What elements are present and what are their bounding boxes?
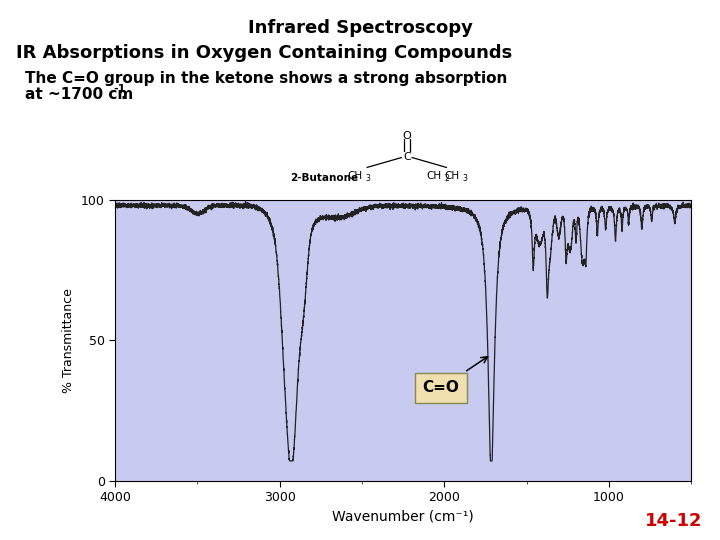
Text: at ~1700 cm: at ~1700 cm	[25, 87, 133, 103]
Text: O: O	[402, 131, 411, 141]
Text: CH: CH	[444, 171, 459, 181]
Text: 2: 2	[445, 174, 450, 183]
Text: Infrared Spectroscopy: Infrared Spectroscopy	[248, 19, 472, 37]
Text: IR Absorptions in Oxygen Containing Compounds: IR Absorptions in Oxygen Containing Comp…	[16, 44, 512, 62]
Y-axis label: % Transmittance: % Transmittance	[63, 288, 76, 393]
Text: -1: -1	[114, 84, 126, 94]
Text: CH: CH	[347, 171, 362, 181]
Text: C=O: C=O	[423, 357, 487, 395]
Text: 2-Butanone: 2-Butanone	[289, 173, 358, 184]
Text: CH: CH	[426, 171, 441, 181]
Text: C: C	[403, 152, 410, 163]
Text: 3: 3	[463, 174, 468, 183]
Text: 14-12: 14-12	[644, 512, 702, 530]
Text: .: .	[121, 87, 127, 103]
Text: The C=O group in the ketone shows a strong absorption: The C=O group in the ketone shows a stro…	[25, 71, 508, 86]
X-axis label: Wavenumber (cm⁻¹): Wavenumber (cm⁻¹)	[333, 510, 474, 524]
Text: 3: 3	[366, 174, 371, 183]
